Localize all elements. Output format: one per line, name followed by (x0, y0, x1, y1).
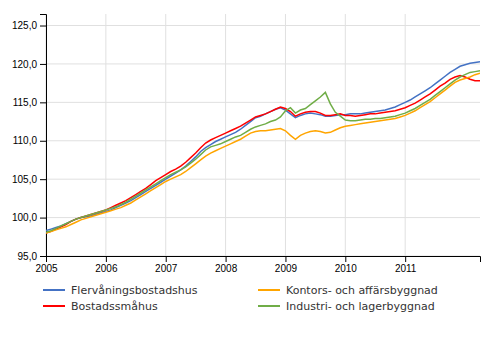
legend-label: Industri- och lagerbyggnad (286, 300, 435, 313)
grid-line (225, 14, 226, 256)
tick-label: 2007 (155, 263, 178, 274)
tick-mark (40, 102, 46, 103)
tick: 2007 (155, 256, 178, 274)
legend-item: Kontors- och affärsbyggnad (258, 284, 438, 297)
grid-line (345, 14, 346, 256)
tick: 105,0 (12, 174, 46, 185)
tick: 2011 (395, 256, 417, 274)
legend-label: Flervåningsbostadshus (71, 284, 198, 297)
tick-mark (40, 179, 46, 180)
tick-mark (40, 218, 46, 219)
tick: 2008 (215, 256, 238, 274)
tick: 2006 (95, 256, 118, 274)
tick-label: 100,0 (12, 212, 37, 223)
tick-label: 2009 (275, 263, 298, 274)
grid (46, 14, 480, 256)
tick: 100,0 (12, 212, 46, 223)
grid-line (46, 217, 480, 218)
legend-item: Bostadssmåhus (43, 300, 158, 313)
tick: 2010 (335, 256, 358, 274)
grid-line (46, 179, 480, 180)
legend-swatch (258, 305, 280, 307)
tick: 95,0 (18, 251, 46, 262)
tick: 110,0 (13, 135, 46, 146)
tick-mark (345, 256, 346, 262)
tick: 120,0 (12, 59, 46, 70)
grid-line (46, 63, 480, 64)
tick-label: 2011 (395, 263, 417, 274)
tick-mark (40, 64, 46, 65)
legend-swatch (43, 305, 65, 307)
legend-item: Industri- och lagerbyggnad (258, 300, 435, 313)
tick-mark (40, 141, 46, 142)
tick-label: 2008 (215, 263, 238, 274)
grid-line (46, 25, 480, 26)
legend-label: Bostadssmåhus (71, 300, 158, 313)
tick: 115,0 (13, 97, 46, 108)
tick-mark (40, 256, 46, 257)
x-axis: 2005 2006 2007 2008 2009 2010 2011 (35, 256, 480, 274)
tick-label: 120,0 (12, 59, 37, 70)
tick-label: 2006 (95, 263, 118, 274)
tick-label: 110,0 (13, 135, 38, 146)
tick-mark (405, 256, 406, 262)
grid-line (105, 14, 106, 256)
grid-line (405, 14, 406, 256)
axis-line (47, 257, 481, 263)
tick-label: 95,0 (18, 251, 38, 262)
grid-line (46, 140, 480, 141)
tick-mark (226, 256, 227, 262)
tick-label: 125,0 (12, 20, 37, 31)
tick: 2005 (35, 256, 58, 274)
plot: 2005 2006 2007 2008 2009 2010 2011 95,0 100,0 105… (12, 14, 481, 274)
series-line (46, 75, 480, 232)
y-axis: 95,0 100,0 105,0 110,0 115,0 120,0 125,0 (12, 15, 47, 262)
grid-line (165, 14, 166, 256)
tick-mark (106, 256, 107, 262)
grid-line (285, 14, 286, 256)
tick-mark (166, 256, 167, 262)
tick-label: 115,0 (13, 97, 38, 108)
legend-swatch (43, 289, 65, 291)
tick-label: 2005 (35, 263, 58, 274)
tick-label: 105,0 (12, 174, 37, 185)
axis-line (40, 15, 47, 257)
legend-item: Flervåningsbostadshus (43, 284, 198, 297)
tick-label: 2010 (335, 263, 358, 274)
legend-label: Kontors- och affärsbyggnad (286, 284, 438, 297)
tick-mark (285, 256, 286, 262)
series-line (46, 71, 480, 232)
tick: 125,0 (12, 20, 46, 31)
series-line (46, 62, 480, 231)
legend-swatch (258, 289, 280, 291)
lines (46, 62, 480, 233)
tick-mark (40, 26, 46, 27)
chart: 2005 2006 2007 2008 2009 2010 2011 95,0 100,0 105… (0, 0, 496, 340)
tick: 2009 (275, 256, 298, 274)
legend: Flervåningsbostadshus Bostadssmåhus Kontor… (43, 284, 438, 313)
